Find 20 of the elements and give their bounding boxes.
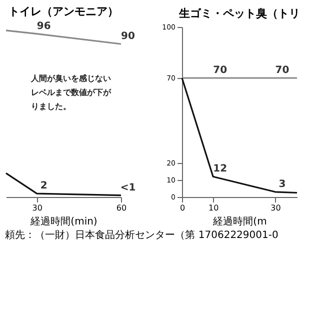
x-tick-label: 30 xyxy=(270,204,281,212)
x-tick-label: 0 xyxy=(180,204,186,212)
x-tick-label: 10 xyxy=(208,204,219,212)
x-tick-label: 30 xyxy=(32,204,42,212)
data-label: 70 xyxy=(213,65,228,76)
data-label: 12 xyxy=(213,164,228,175)
data-label: 3 xyxy=(278,178,286,190)
data-label: 90 xyxy=(121,31,135,42)
chart-title: トイレ（アンモニア） xyxy=(8,4,118,18)
data-label: 96 xyxy=(36,20,51,32)
text: 頼先：（一財）日本食品分析センター（第 17062229001-0 xyxy=(5,229,278,241)
x-axis-title: 経過時間(m xyxy=(212,216,267,228)
x-tick-label: 60 xyxy=(116,204,127,212)
line-series xyxy=(181,77,298,194)
x-axis-title: 経過時間(min) xyxy=(30,216,98,228)
data-label: 2 xyxy=(40,180,48,192)
annotation: 人間が臭いを感じないレベルまで数値が下がりました。 xyxy=(30,74,112,111)
chart-title: 生ゴミ・ペット臭（トリ xyxy=(178,7,300,20)
data-label: <1 xyxy=(120,182,136,194)
data-label: 70 xyxy=(275,65,290,76)
